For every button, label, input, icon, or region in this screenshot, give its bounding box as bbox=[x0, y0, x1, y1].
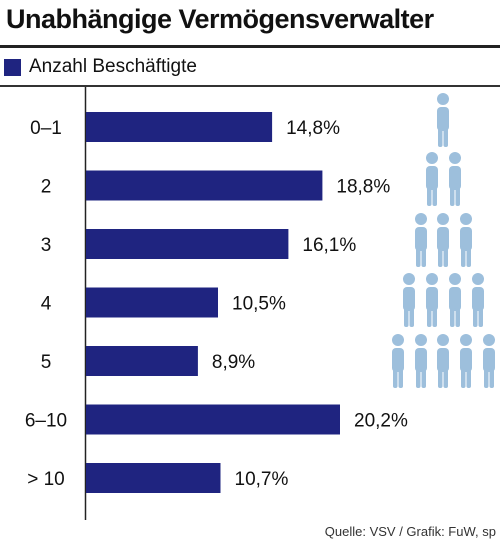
person-icon bbox=[437, 334, 449, 388]
category-label: 6–10 bbox=[25, 411, 67, 432]
person-icon bbox=[392, 334, 404, 388]
value-label: 10,5% bbox=[232, 294, 286, 315]
value-label: 14,8% bbox=[286, 118, 340, 139]
value-label: 16,1% bbox=[302, 235, 356, 256]
person-icon bbox=[460, 213, 472, 267]
person-icon bbox=[483, 334, 495, 388]
bar-4 bbox=[86, 287, 218, 318]
bar-5 bbox=[86, 346, 198, 376]
title-rule bbox=[0, 45, 500, 48]
category-label: 0–1 bbox=[30, 118, 62, 139]
chart-title: Unabhängige Vermögensverwalter bbox=[6, 4, 434, 34]
category-label: 2 bbox=[41, 177, 52, 198]
person-icon bbox=[437, 93, 449, 147]
bar-6 bbox=[86, 404, 340, 435]
legend-swatch bbox=[4, 58, 21, 76]
person-icon bbox=[449, 273, 461, 327]
person-icon bbox=[415, 213, 427, 267]
person-icon bbox=[426, 152, 438, 206]
person-icon bbox=[403, 273, 415, 327]
value-label: 18,8% bbox=[336, 177, 390, 198]
person-icon bbox=[460, 334, 472, 388]
bar-2 bbox=[86, 170, 323, 201]
category-label: 5 bbox=[41, 352, 52, 373]
bar-3 bbox=[86, 229, 289, 259]
category-label: 3 bbox=[41, 235, 52, 256]
category-label: > 10 bbox=[27, 469, 65, 490]
value-label: 10,7% bbox=[235, 469, 289, 490]
bar-1 bbox=[86, 112, 273, 142]
people-pyramid-icon bbox=[392, 93, 495, 388]
legend: Anzahl Beschäftigte bbox=[4, 56, 197, 78]
person-icon bbox=[415, 334, 427, 388]
bars-group: 0–1 14,8% 2 18,8% 3 16,1% 4 10,5% 5 8,9% 6–10 20,2%… bbox=[25, 112, 408, 493]
bar-7 bbox=[86, 463, 221, 493]
category-label: 4 bbox=[41, 294, 52, 315]
person-icon bbox=[426, 273, 438, 327]
value-label: 8,9% bbox=[212, 352, 255, 373]
person-icon bbox=[449, 152, 461, 206]
person-icon bbox=[472, 273, 484, 327]
person-icon bbox=[437, 213, 449, 267]
source-note: Quelle: VSV / Grafik: FuW, sp bbox=[324, 524, 496, 539]
legend-label: Anzahl Beschäftigte bbox=[29, 56, 197, 77]
legend-separator bbox=[0, 85, 500, 87]
value-label: 20,2% bbox=[354, 411, 408, 432]
